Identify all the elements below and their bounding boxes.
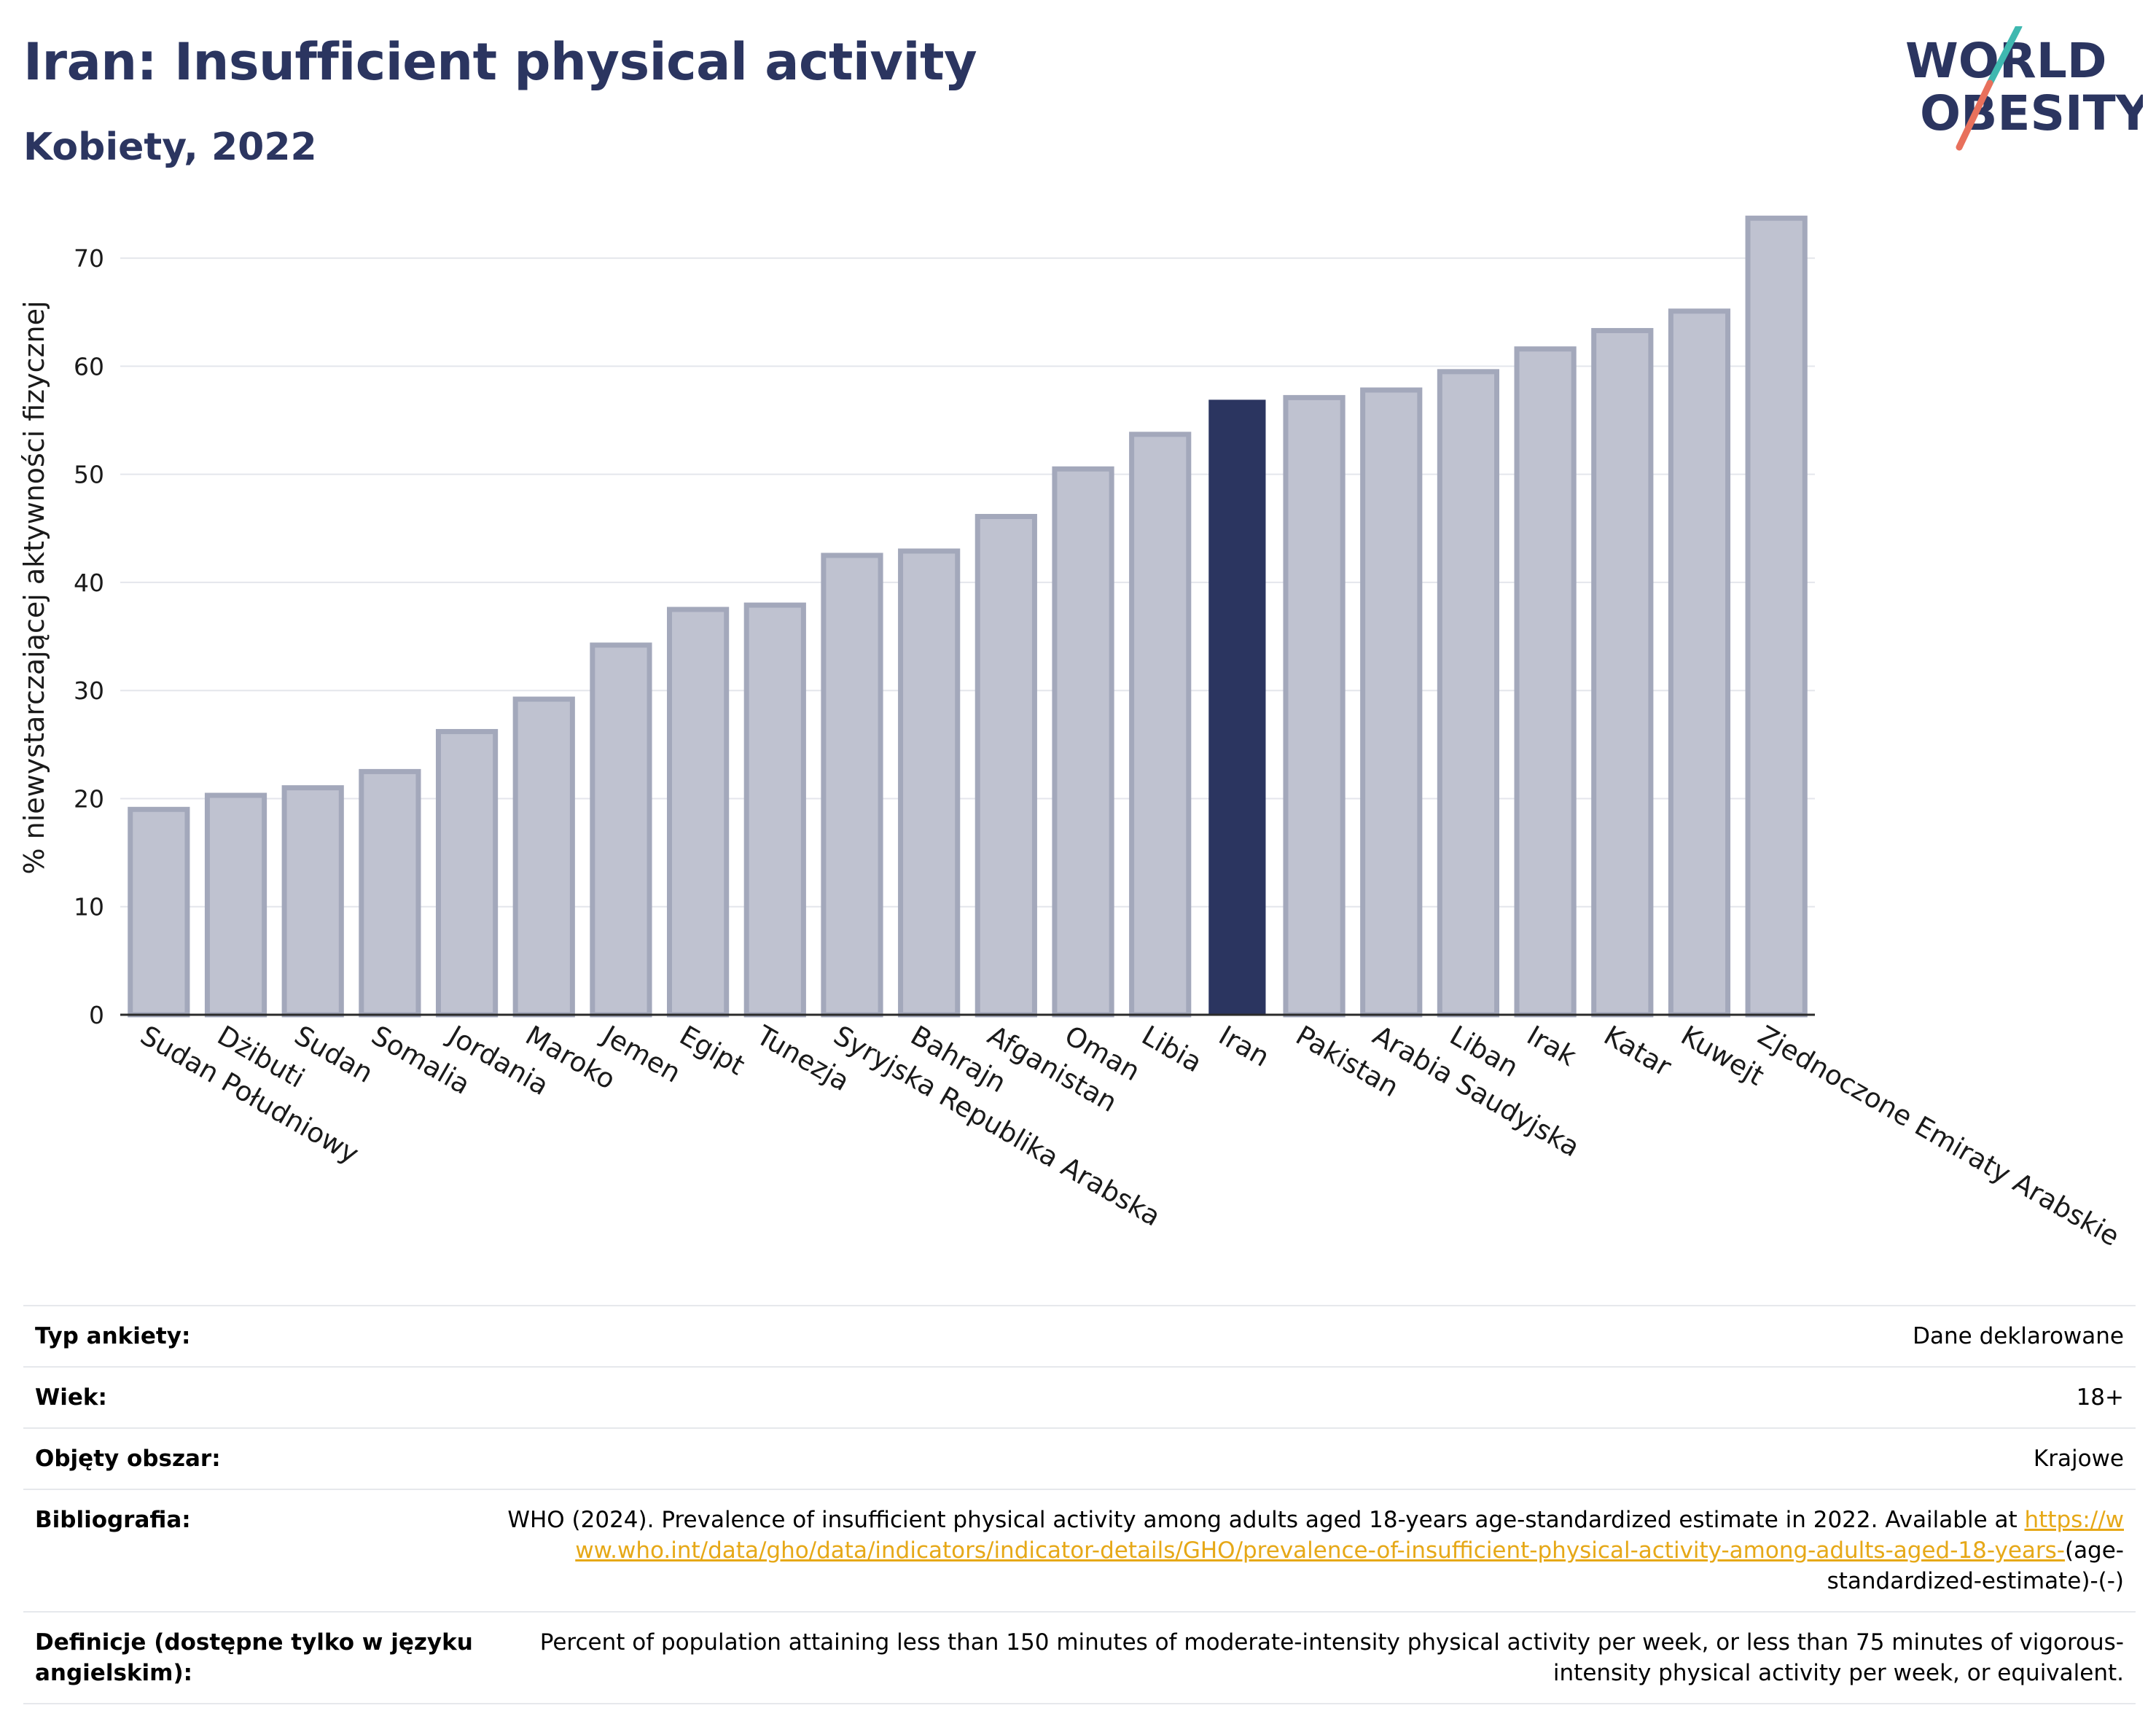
- y-axis-label: % niewystarczającej aktywności fizycznej: [18, 300, 50, 874]
- info-row-area: Objęty obszar: Krajowe: [23, 1427, 2136, 1489]
- info-row-definitions: Definicje (dostępne tylko w języku angie…: [23, 1611, 2136, 1704]
- bibliography-suffix: (age-standardized-estimate)-(-): [1827, 1537, 2124, 1594]
- bar-arabia-saudyjska: [1360, 387, 1423, 1018]
- bar-chart: 0 10 20 30 40 50 60 70 % niewystarczającej akty…: [18, 215, 2125, 1253]
- y-tick-label: 30: [74, 677, 104, 705]
- bar-pakistan: [1283, 394, 1345, 1018]
- x-category-label: Libia: [1136, 1020, 1207, 1079]
- info-value: Krajowe: [499, 1427, 2136, 1489]
- bar-jemen: [590, 642, 652, 1018]
- info-label: Typ ankiety:: [23, 1305, 499, 1367]
- bar-oman: [1052, 466, 1114, 1018]
- info-row-survey-type: Typ ankiety: Dane deklarowane: [23, 1305, 2136, 1367]
- info-value: 18+: [499, 1366, 2136, 1428]
- info-label: Definicje (dostępne tylko w języku angie…: [23, 1611, 499, 1704]
- y-tick-label: 70: [74, 244, 104, 273]
- info-row-bibliography: Bibliografia: WHO (2024). Prevalence of …: [23, 1489, 2136, 1612]
- bar-irak: [1514, 346, 1577, 1018]
- info-label: Bibliografia:: [23, 1489, 499, 1612]
- logo-text-obesity: OBESITY: [1920, 85, 2143, 141]
- x-category-label: Katar: [1598, 1020, 1677, 1083]
- x-category-label: Egipt: [674, 1020, 750, 1082]
- bar-libia: [1129, 432, 1192, 1018]
- info-value: Dane deklarowane: [499, 1305, 2136, 1367]
- info-value: WHO (2024). Prevalence of insufficient p…: [499, 1489, 2136, 1612]
- bar-jordania: [435, 729, 499, 1018]
- y-tick-label: 20: [74, 784, 104, 813]
- info-table: Typ ankiety: Dane deklarowane Wiek: 18+ …: [23, 1305, 2136, 1704]
- bar-egipt: [667, 607, 730, 1018]
- x-axis-labels: Sudan PołudniowyDżibutiSudanSomaliaJorda…: [135, 1019, 2125, 1253]
- x-category-label: Irak: [1522, 1020, 1582, 1073]
- bibliography-link[interactable]: https://www.who.int/data/gho/data/indica…: [575, 1507, 2124, 1564]
- x-category-label: Iran: [1214, 1020, 1275, 1073]
- x-category-label: Zjednoczone Emiraty Arabskie: [1753, 1020, 2125, 1253]
- info-label: Objęty obszar:: [23, 1427, 499, 1489]
- bar-syryjska-republika-arabska: [821, 553, 883, 1018]
- bar-maroko: [512, 696, 575, 1018]
- y-tick-label: 0: [89, 1001, 104, 1029]
- y-tick-label: 10: [74, 893, 104, 921]
- logo-slash-coral: [1956, 79, 1993, 151]
- bar-iran: [1208, 399, 1266, 1015]
- bar-sudan: [281, 785, 344, 1018]
- logo-slash-teal: [1986, 26, 2023, 87]
- info-value: Percent of population attaining less tha…: [499, 1611, 2136, 1704]
- bar-bahrajn: [898, 548, 961, 1018]
- bar-katar: [1591, 327, 1654, 1018]
- logo-text-world: WORLD: [1905, 33, 2107, 89]
- world-obesity-logo: WORLD OBESITY: [1905, 26, 2143, 151]
- bar-kuwejt: [1668, 308, 1731, 1018]
- bar-dżibuti: [204, 792, 267, 1018]
- y-tick-label: 50: [74, 461, 104, 489]
- y-tick-label: 40: [74, 569, 104, 597]
- info-label: Wiek:: [23, 1366, 499, 1428]
- y-axis-ticks: 0 10 20 30 40 50 60 70: [74, 244, 104, 1029]
- bar-zjednoczone-emiraty-arabskie: [1745, 215, 1808, 1018]
- y-tick-label: 60: [74, 352, 104, 381]
- info-row-age: Wiek: 18+: [23, 1366, 2136, 1428]
- bars: [128, 215, 1808, 1018]
- chart-title: Iran: Insufficient physical activity: [23, 32, 977, 92]
- bar-somalia: [359, 768, 421, 1018]
- bibliography-text: WHO (2024). Prevalence of insufficient p…: [507, 1507, 2018, 1533]
- bar-liban: [1437, 369, 1500, 1018]
- bar-tunezja: [743, 602, 806, 1018]
- bar-sudan-południowy: [128, 806, 190, 1018]
- bar-afganistan: [975, 513, 1037, 1018]
- chart-subtitle: Kobiety, 2022: [23, 125, 317, 169]
- x-category-label: Kuwejt: [1676, 1020, 1770, 1092]
